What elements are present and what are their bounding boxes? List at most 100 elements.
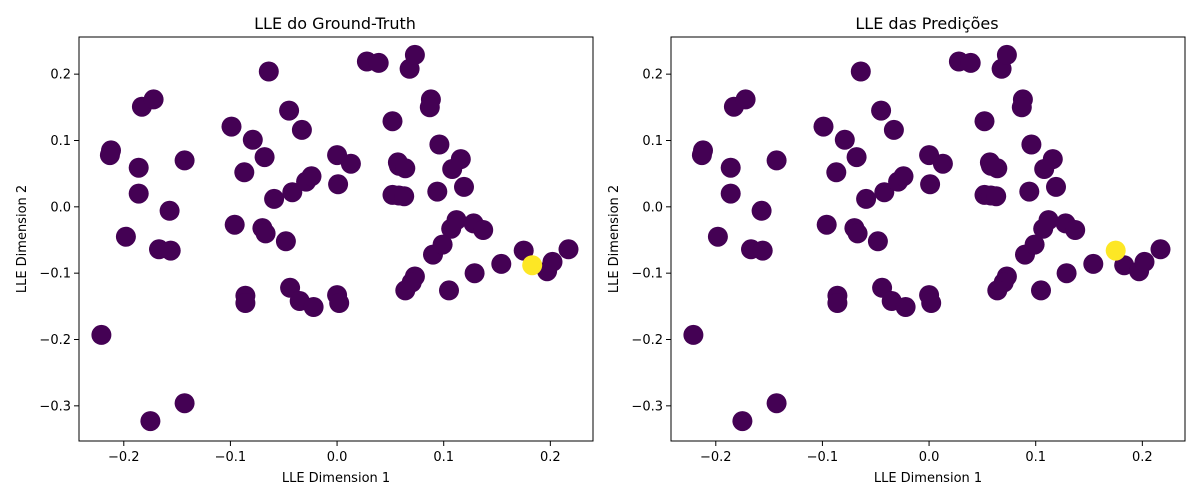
y-tick-label: 0.1 [642,134,663,149]
data-point [542,251,563,272]
data-point [1056,263,1077,284]
data-point [140,411,161,432]
x-axis-label: LLE Dimension 1 [874,471,982,486]
y-tick-label: 0.1 [50,134,71,149]
highlighted-point [522,255,543,276]
plot-frame [670,36,1186,442]
x-tick-label: 0.1 [433,450,454,465]
data-point [683,324,704,345]
data-point [235,293,256,313]
data-point [242,129,263,150]
data-point [394,186,415,207]
y-ticks: −0.3 −0.2 −0.1 0.0 0.1 0.2 [39,68,79,414]
data-point [473,220,494,240]
data-point [279,100,300,121]
x-tick-label: 0.2 [1132,450,1153,465]
data-point [275,231,296,252]
data-point [856,188,877,209]
chart-title: LLE do Ground-Truth [254,14,416,33]
data-point [441,218,462,239]
data-point [234,162,255,183]
points-layer [91,44,579,432]
data-point [282,182,303,203]
data-point [1019,181,1040,202]
data-point [1011,97,1032,118]
data-point [419,97,440,118]
data-point [558,239,579,260]
data-point [871,100,892,121]
data-point [827,293,848,313]
data-point [932,153,953,174]
data-point [439,280,459,301]
data-point [720,157,741,178]
data-point [432,234,453,255]
data-point [895,297,916,317]
data-point [301,166,322,187]
data-point [255,223,276,244]
data-point [813,116,834,137]
data-point [258,61,279,82]
data-point [1033,218,1054,239]
data-point [987,158,1008,179]
data-point [691,145,712,166]
data-point [846,147,867,168]
plot-frame [78,36,594,442]
y-tick-label: 0.2 [642,68,663,83]
x-tick-label: 0.2 [540,450,561,465]
data-point [752,240,773,261]
x-ticks: −0.2 −0.1 0.0 0.1 0.2 [700,441,1153,465]
y-axis-label: LLE Dimension 2 [607,185,622,293]
data-point [996,44,1017,65]
data-point [395,158,416,179]
data-point [115,226,136,247]
data-point [766,393,787,414]
y-axis-label: LLE Dimension 2 [15,185,30,293]
data-point [99,145,120,166]
data-point [1083,253,1104,274]
x-tick-label: 0.1 [1025,450,1046,465]
data-point [751,200,772,221]
x-tick-label: −0.2 [700,450,732,465]
data-point [382,111,403,132]
y-tick-label: −0.2 [631,333,663,348]
data-point [874,182,895,203]
data-point [867,231,888,252]
data-point [491,253,512,274]
y-tick-label: −0.3 [631,399,663,414]
data-point [850,61,871,82]
data-point [464,263,485,284]
data-point [707,226,728,247]
data-point [91,324,112,345]
data-point [847,223,868,244]
points-layer [683,44,1171,432]
data-point [254,147,275,168]
data-point [826,162,847,183]
highlighted-point [1105,240,1126,261]
data-point [368,52,389,73]
data-point [329,293,350,313]
data-point [960,52,981,73]
data-point [1024,234,1045,255]
data-point [427,181,448,202]
x-axis-label: LLE Dimension 1 [282,471,390,486]
data-point [1065,220,1086,240]
data-point [143,89,164,110]
data-point [1150,239,1171,260]
data-point [340,153,361,174]
y-tick-label: −0.3 [39,399,71,414]
data-point [735,89,756,110]
data-point [732,411,753,432]
y-tick-label: 0.0 [50,200,71,215]
data-point [987,280,1008,301]
data-point [224,214,245,235]
data-point [328,174,349,195]
y-tick-label: 0.2 [50,68,71,83]
data-point [766,150,787,171]
data-point [834,129,855,150]
x-tick-label: −0.1 [807,450,839,465]
chart-title: LLE das Predições [855,14,998,33]
data-point [920,174,941,195]
x-tick-label: 0.0 [327,450,348,465]
x-tick-label: −0.2 [108,450,140,465]
